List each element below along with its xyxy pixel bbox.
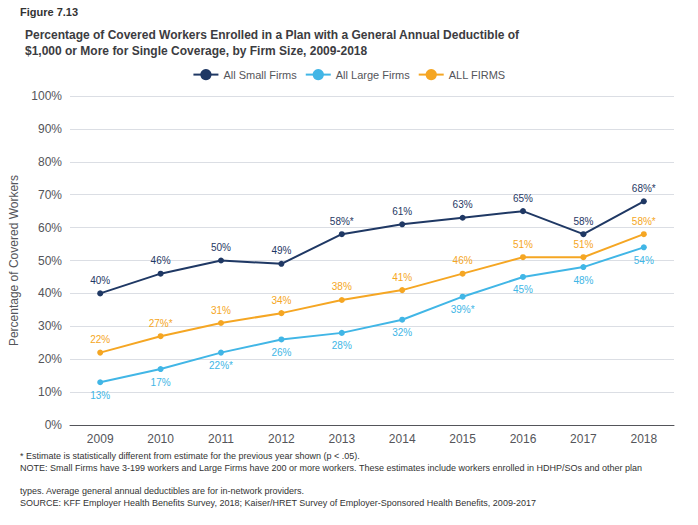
svg-text:38%: 38% — [332, 281, 352, 292]
svg-text:70%: 70% — [38, 188, 62, 202]
svg-text:31%: 31% — [211, 305, 231, 316]
svg-text:2015: 2015 — [449, 432, 476, 446]
svg-text:* Estimate is statistically di: * Estimate is statistically different fr… — [20, 451, 360, 461]
svg-text:2009: 2009 — [87, 432, 114, 446]
svg-text:61%: 61% — [392, 206, 412, 217]
svg-text:22%*: 22%* — [209, 360, 233, 371]
svg-text:50%: 50% — [38, 254, 62, 268]
svg-text:80%: 80% — [38, 155, 62, 169]
svg-text:49%: 49% — [271, 245, 291, 256]
svg-text:2011: 2011 — [208, 432, 234, 446]
svg-text:All Large Firms: All Large Firms — [336, 69, 410, 81]
svg-text:90%: 90% — [38, 122, 62, 136]
svg-text:22%: 22% — [90, 334, 110, 345]
svg-text:45%: 45% — [513, 284, 533, 295]
svg-text:68%*: 68%* — [632, 183, 656, 194]
svg-text:60%: 60% — [38, 221, 62, 235]
svg-text:NOTE: Small Firms have 3-199 w: NOTE: Small Firms have 3-199 workers and… — [20, 463, 642, 473]
svg-text:63%: 63% — [453, 199, 473, 210]
svg-text:Percentage of Covered Workers: Percentage of Covered Workers — [7, 175, 21, 346]
svg-text:46%: 46% — [151, 255, 171, 266]
svg-text:46%: 46% — [453, 255, 473, 266]
svg-text:50%: 50% — [211, 242, 231, 253]
svg-text:$1,000 or More for Single Cove: $1,000 or More for Single Coverage, by F… — [25, 44, 367, 58]
svg-text:Percentage of Covered Workers: Percentage of Covered Workers Enrolled i… — [25, 28, 520, 42]
svg-text:All Small Firms: All Small Firms — [223, 69, 297, 81]
svg-text:10%: 10% — [38, 385, 62, 399]
svg-text:20%: 20% — [38, 352, 62, 366]
svg-text:48%: 48% — [573, 275, 593, 286]
svg-text:2016: 2016 — [510, 432, 537, 446]
svg-text:54%: 54% — [634, 255, 654, 266]
svg-text:100%: 100% — [31, 89, 62, 103]
svg-text:65%: 65% — [513, 193, 533, 204]
svg-text:2010: 2010 — [147, 432, 174, 446]
svg-text:2017: 2017 — [570, 432, 597, 446]
svg-text:Figure 7.13: Figure 7.13 — [20, 6, 78, 18]
svg-text:40%: 40% — [38, 286, 62, 300]
svg-text:2014: 2014 — [389, 432, 416, 446]
svg-text:ALL FIRMS: ALL FIRMS — [449, 69, 505, 81]
svg-text:51%: 51% — [513, 239, 533, 250]
svg-text:0%: 0% — [45, 418, 63, 432]
svg-text:30%: 30% — [38, 319, 62, 333]
svg-text:51%: 51% — [573, 239, 593, 250]
svg-text:32%: 32% — [392, 327, 412, 338]
svg-text:2018: 2018 — [630, 432, 657, 446]
svg-text:28%: 28% — [332, 340, 352, 351]
svg-text:26%: 26% — [271, 347, 291, 358]
svg-text:39%*: 39%* — [451, 304, 475, 315]
svg-text:types. Average general annual: types. Average general annual deductible… — [20, 486, 304, 496]
svg-text:2013: 2013 — [328, 432, 355, 446]
svg-text:40%: 40% — [90, 275, 110, 286]
svg-text:SOURCE: KFF Employer Health Be: SOURCE: KFF Employer Health Benefits Sur… — [20, 498, 536, 508]
svg-text:34%: 34% — [271, 295, 291, 306]
svg-text:58%*: 58%* — [632, 216, 656, 227]
svg-text:27%*: 27%* — [149, 318, 173, 329]
svg-text:2012: 2012 — [268, 432, 295, 446]
svg-text:58%: 58% — [573, 216, 593, 227]
svg-text:17%: 17% — [151, 377, 171, 388]
svg-text:13%: 13% — [90, 390, 110, 401]
svg-text:58%*: 58%* — [330, 216, 354, 227]
svg-text:41%: 41% — [392, 272, 412, 283]
